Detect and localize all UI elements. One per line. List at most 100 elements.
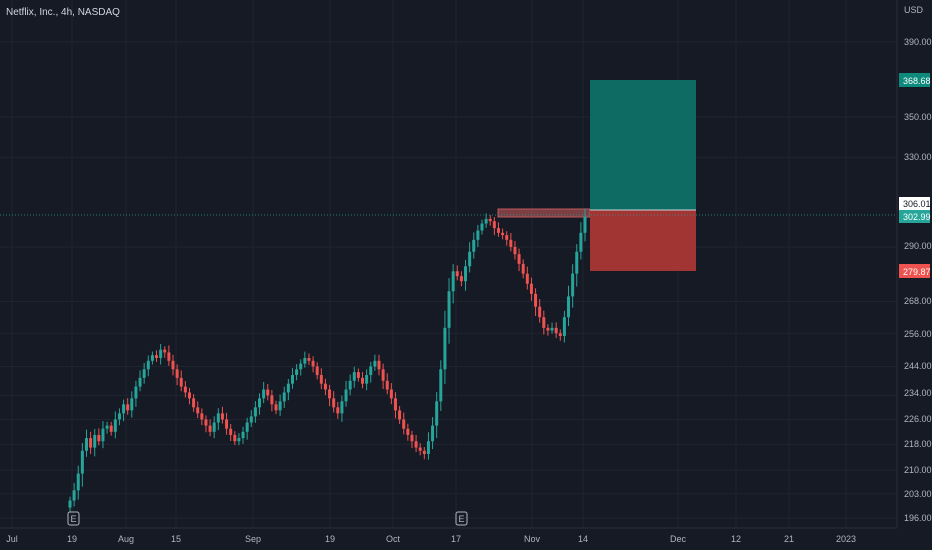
candle-body [319,375,323,384]
grid-lines [0,0,897,528]
candle-body [348,380,352,390]
stop-zone[interactable] [590,210,696,271]
svg-text:306.01: 306.01 [903,199,931,209]
y-tick-label: 210.00 [904,465,932,475]
x-tick-label: 12 [731,534,741,544]
candle-body [89,438,93,448]
candle-body [249,416,253,423]
candle-body [369,366,373,376]
candle-body [414,441,418,448]
candle-body [68,500,72,508]
candle-body [344,389,348,402]
candle-body [229,428,233,435]
candle-body [84,438,88,451]
candle-body [76,473,80,491]
candle-body [286,383,290,393]
candle-body [282,392,286,402]
candles [68,208,587,512]
candle-body [398,410,402,420]
candle-body [468,251,472,267]
svg-text:E: E [70,514,76,524]
candle-body [101,428,105,442]
candle-body [274,404,278,411]
candle-body [167,352,171,361]
candle-body [562,317,566,336]
x-axis: Jul 19 Aug 15 Sep 19 Oct 17 Nov 14 Dec 1… [6,534,856,544]
candle-body [192,398,196,408]
candle-body [253,407,257,417]
earnings-marker[interactable]: E [455,511,468,526]
candle-body [241,431,245,439]
candle-body [97,434,101,442]
candle-body [410,434,414,442]
resistance-zone[interactable] [497,208,591,218]
candle-body [311,360,315,367]
y-tick-label: 203.00 [904,489,932,499]
candle-body [525,273,529,284]
candle-body [488,218,492,222]
y-axis: 390.00 350.00 330.00 290.00 268.00 256.0… [904,37,932,523]
candle-body [278,401,282,411]
candle-body [352,372,356,381]
candle-body [80,450,84,474]
candle-body [196,407,200,414]
candle-body [393,398,397,411]
svg-text:368.68: 368.68 [903,76,931,86]
candle-body [439,369,443,402]
candle-body [571,273,575,297]
candle-body [138,377,142,387]
candle-body [418,447,422,451]
last-price-badge: 302.99 [899,210,931,223]
candle-body [323,383,327,390]
candle-body [509,239,513,247]
y-tick-label: 218.00 [904,439,932,449]
candle-body [480,223,484,231]
candle-body [212,422,216,432]
earnings-marker[interactable]: E [67,511,80,526]
candle-body [447,291,451,328]
candle-body [431,425,435,442]
candle-body [328,389,332,399]
candle-body [583,216,587,233]
x-tick-label: 21 [784,534,794,544]
candle-body [266,389,270,396]
x-tick-label: Sep [245,534,261,544]
candle-body [385,380,389,390]
candle-body [237,438,241,442]
candle-body [513,246,517,255]
candle-body [295,369,299,376]
candle-body [204,419,208,426]
x-tick-label: Aug [118,534,134,544]
candle-body [258,398,262,408]
svg-text:E: E [458,514,464,524]
entry-price-badge: 306.01 [899,197,931,210]
candle-body [299,363,303,370]
candle-body [134,386,138,399]
candle-body [435,401,439,426]
candle-body [72,490,76,501]
candle-body [550,327,554,331]
candle-body [361,377,365,384]
candle-body [171,360,175,370]
x-tick-label: 14 [578,534,588,544]
y-tick-label: 330.00 [904,152,932,162]
candle-body [175,369,179,378]
candle-body [529,283,533,294]
x-tick-label: 15 [171,534,181,544]
y-tick-label: 226.00 [904,414,932,424]
candle-body [183,386,187,393]
target-zone[interactable] [590,80,696,210]
candle-body [426,441,430,454]
candle-body [307,357,311,361]
candle-body [126,404,130,411]
candle-body [142,369,146,378]
candle-body [270,395,274,405]
candle-body [517,254,521,264]
x-tick-label: 2023 [836,534,856,544]
candle-body [187,392,191,399]
candle-body [113,419,117,432]
x-tick-label: Nov [524,534,541,544]
candle-body [546,327,550,331]
x-tick-label: 19 [325,534,335,544]
